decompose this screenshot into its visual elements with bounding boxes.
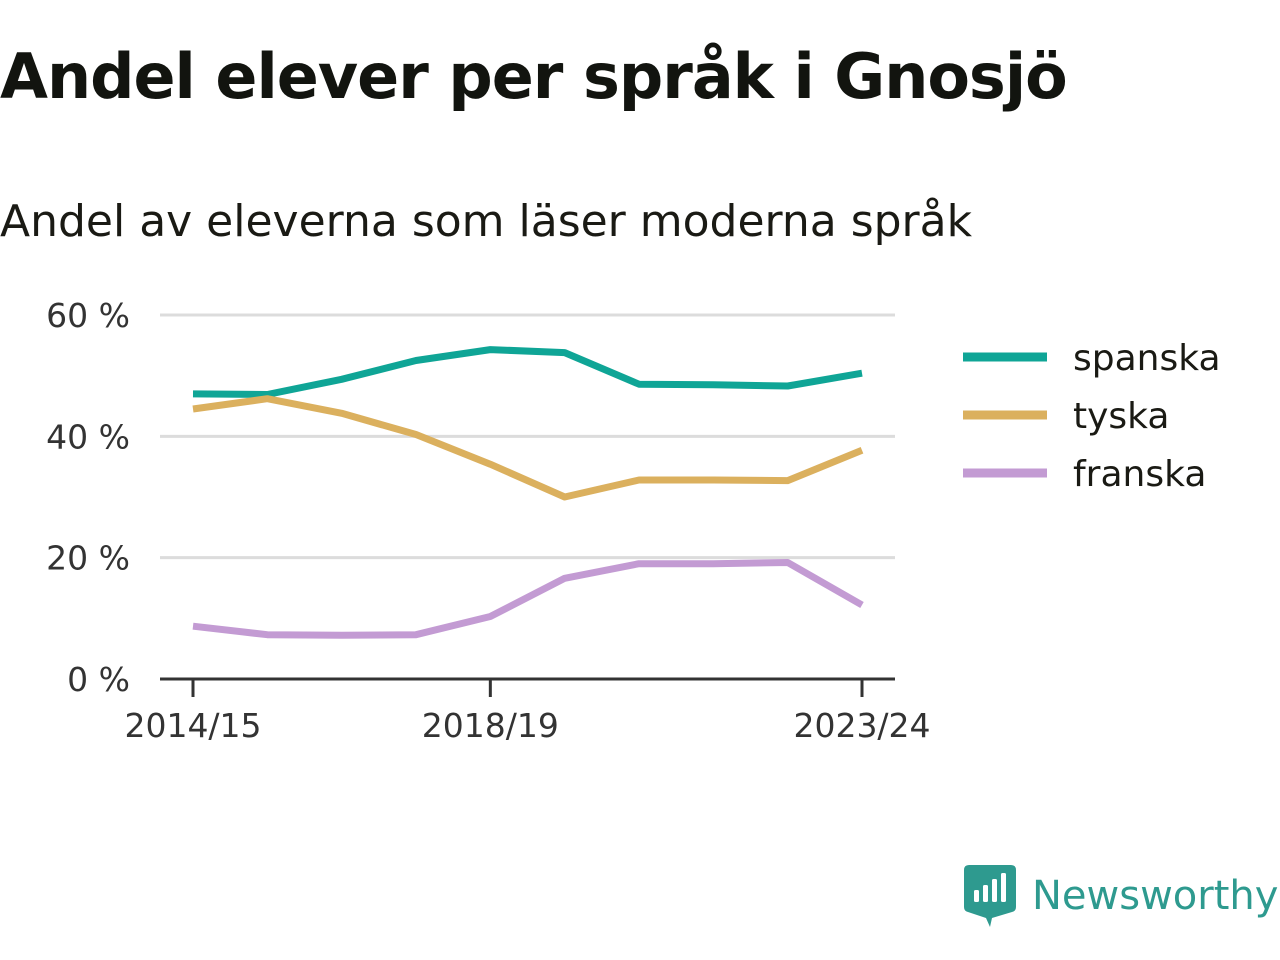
x-tick-label: 2014/15	[124, 706, 261, 745]
y-tick-label: 60 %	[46, 296, 130, 335]
newsworthy-logo-icon	[964, 865, 1016, 927]
y-axis-tick-labels: 0 % 20 % 40 % 60 %	[46, 296, 130, 699]
series-line-tyska	[192, 395, 864, 501]
legend-item-spanska: spanska	[963, 338, 1221, 379]
chart-title: Andel elever per språk i Gnosjö	[0, 40, 1068, 113]
series-line-spanska	[192, 346, 863, 398]
series-line-franska	[192, 559, 864, 639]
legend-item-franska: franska	[963, 454, 1206, 495]
y-tick-label: 0 %	[67, 660, 130, 699]
chart-subtitle: Andel av eleverna som läser moderna språ…	[0, 196, 973, 247]
legend: spanska tyska franska	[963, 338, 1221, 495]
x-axis: 2014/15 2018/19 2023/24	[124, 677, 931, 745]
brand-logo: Newsworthy	[964, 864, 1278, 928]
x-tick-label: 2023/24	[793, 706, 930, 745]
legend-label: franska	[1073, 454, 1206, 495]
brand-name: Newsworthy	[1032, 873, 1279, 919]
grid-lines	[160, 313, 895, 560]
y-tick-label: 40 %	[46, 417, 130, 456]
x-tick-label: 2018/19	[422, 706, 559, 745]
legend-label: spanska	[1073, 338, 1221, 379]
series-lines	[192, 346, 864, 639]
y-tick-label: 20 %	[46, 539, 130, 578]
legend-item-tyska: tyska	[963, 396, 1169, 437]
legend-label: tyska	[1073, 396, 1169, 437]
